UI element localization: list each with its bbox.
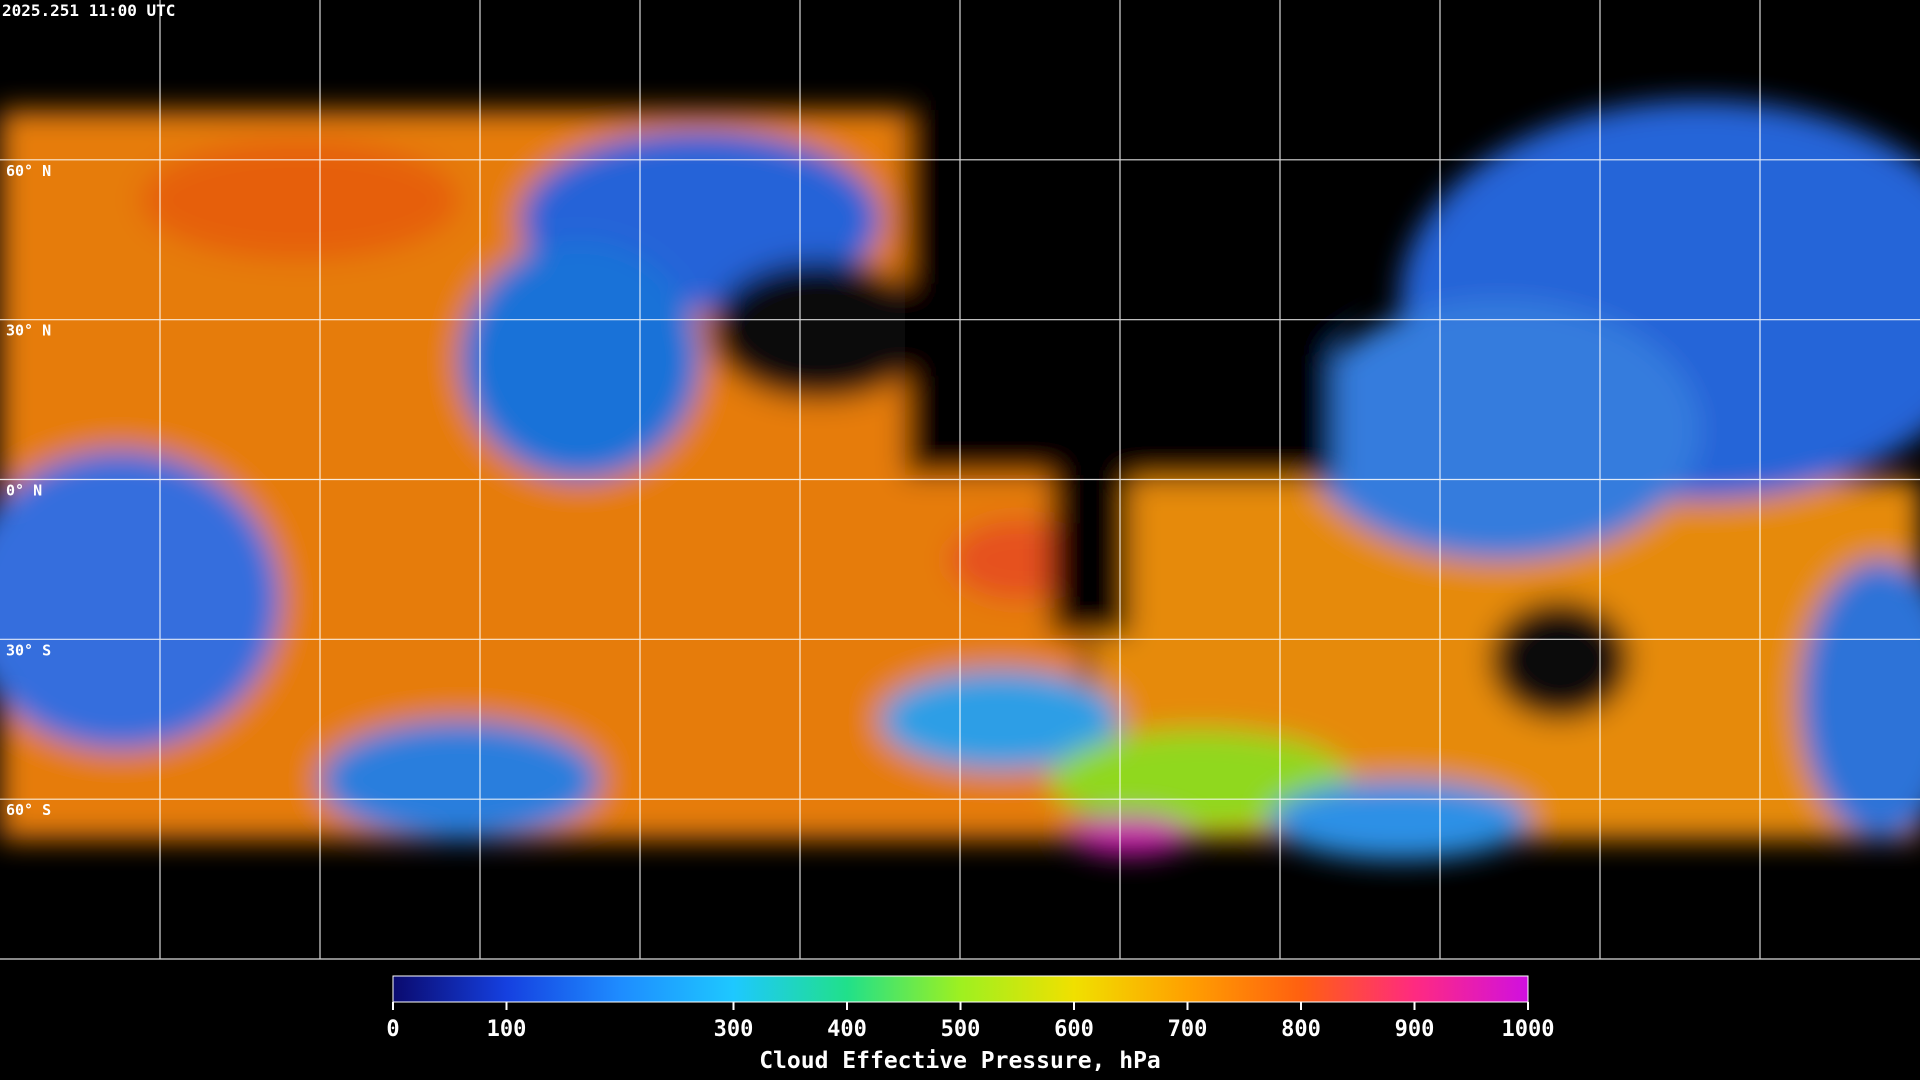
latitude-label: 60° S bbox=[6, 801, 51, 819]
colorbar-tick-label: 700 bbox=[1168, 1017, 1208, 1042]
colorbar-tick-label: 400 bbox=[827, 1017, 867, 1042]
latitude-label: 30° N bbox=[6, 322, 51, 340]
latitude-label: 30° S bbox=[6, 641, 51, 659]
colorbar-tick-label: 900 bbox=[1395, 1017, 1435, 1042]
latitude-labels: 60° N 30° N 0° N 30° S 60° S bbox=[6, 162, 51, 819]
colorbar-tick-label: 300 bbox=[714, 1017, 754, 1042]
colorbar-tick-label: 0 bbox=[386, 1017, 399, 1042]
colorbar-title: Cloud Effective Pressure, hPa bbox=[759, 1048, 1161, 1074]
timestamp: 2025.251 11:00 UTC bbox=[2, 1, 175, 20]
graticule bbox=[0, 0, 1920, 960]
colorbar-tick-label: 100 bbox=[487, 1017, 527, 1042]
latitude-label: 0° N bbox=[6, 482, 42, 500]
colorbar bbox=[392, 975, 1529, 1003]
colorbar-tick-label: 600 bbox=[1054, 1017, 1094, 1042]
colorbar-tick-label: 1000 bbox=[1502, 1017, 1555, 1042]
colorbar-tick-label: 800 bbox=[1281, 1017, 1321, 1042]
cloud-imagery bbox=[0, 100, 1920, 860]
colorbar-ticks: 0 100 300 400 500 600 700 800 900 1000 bbox=[386, 1002, 1554, 1042]
colorbar-tick-label: 500 bbox=[941, 1017, 981, 1042]
latitude-label: 60° N bbox=[6, 162, 51, 180]
